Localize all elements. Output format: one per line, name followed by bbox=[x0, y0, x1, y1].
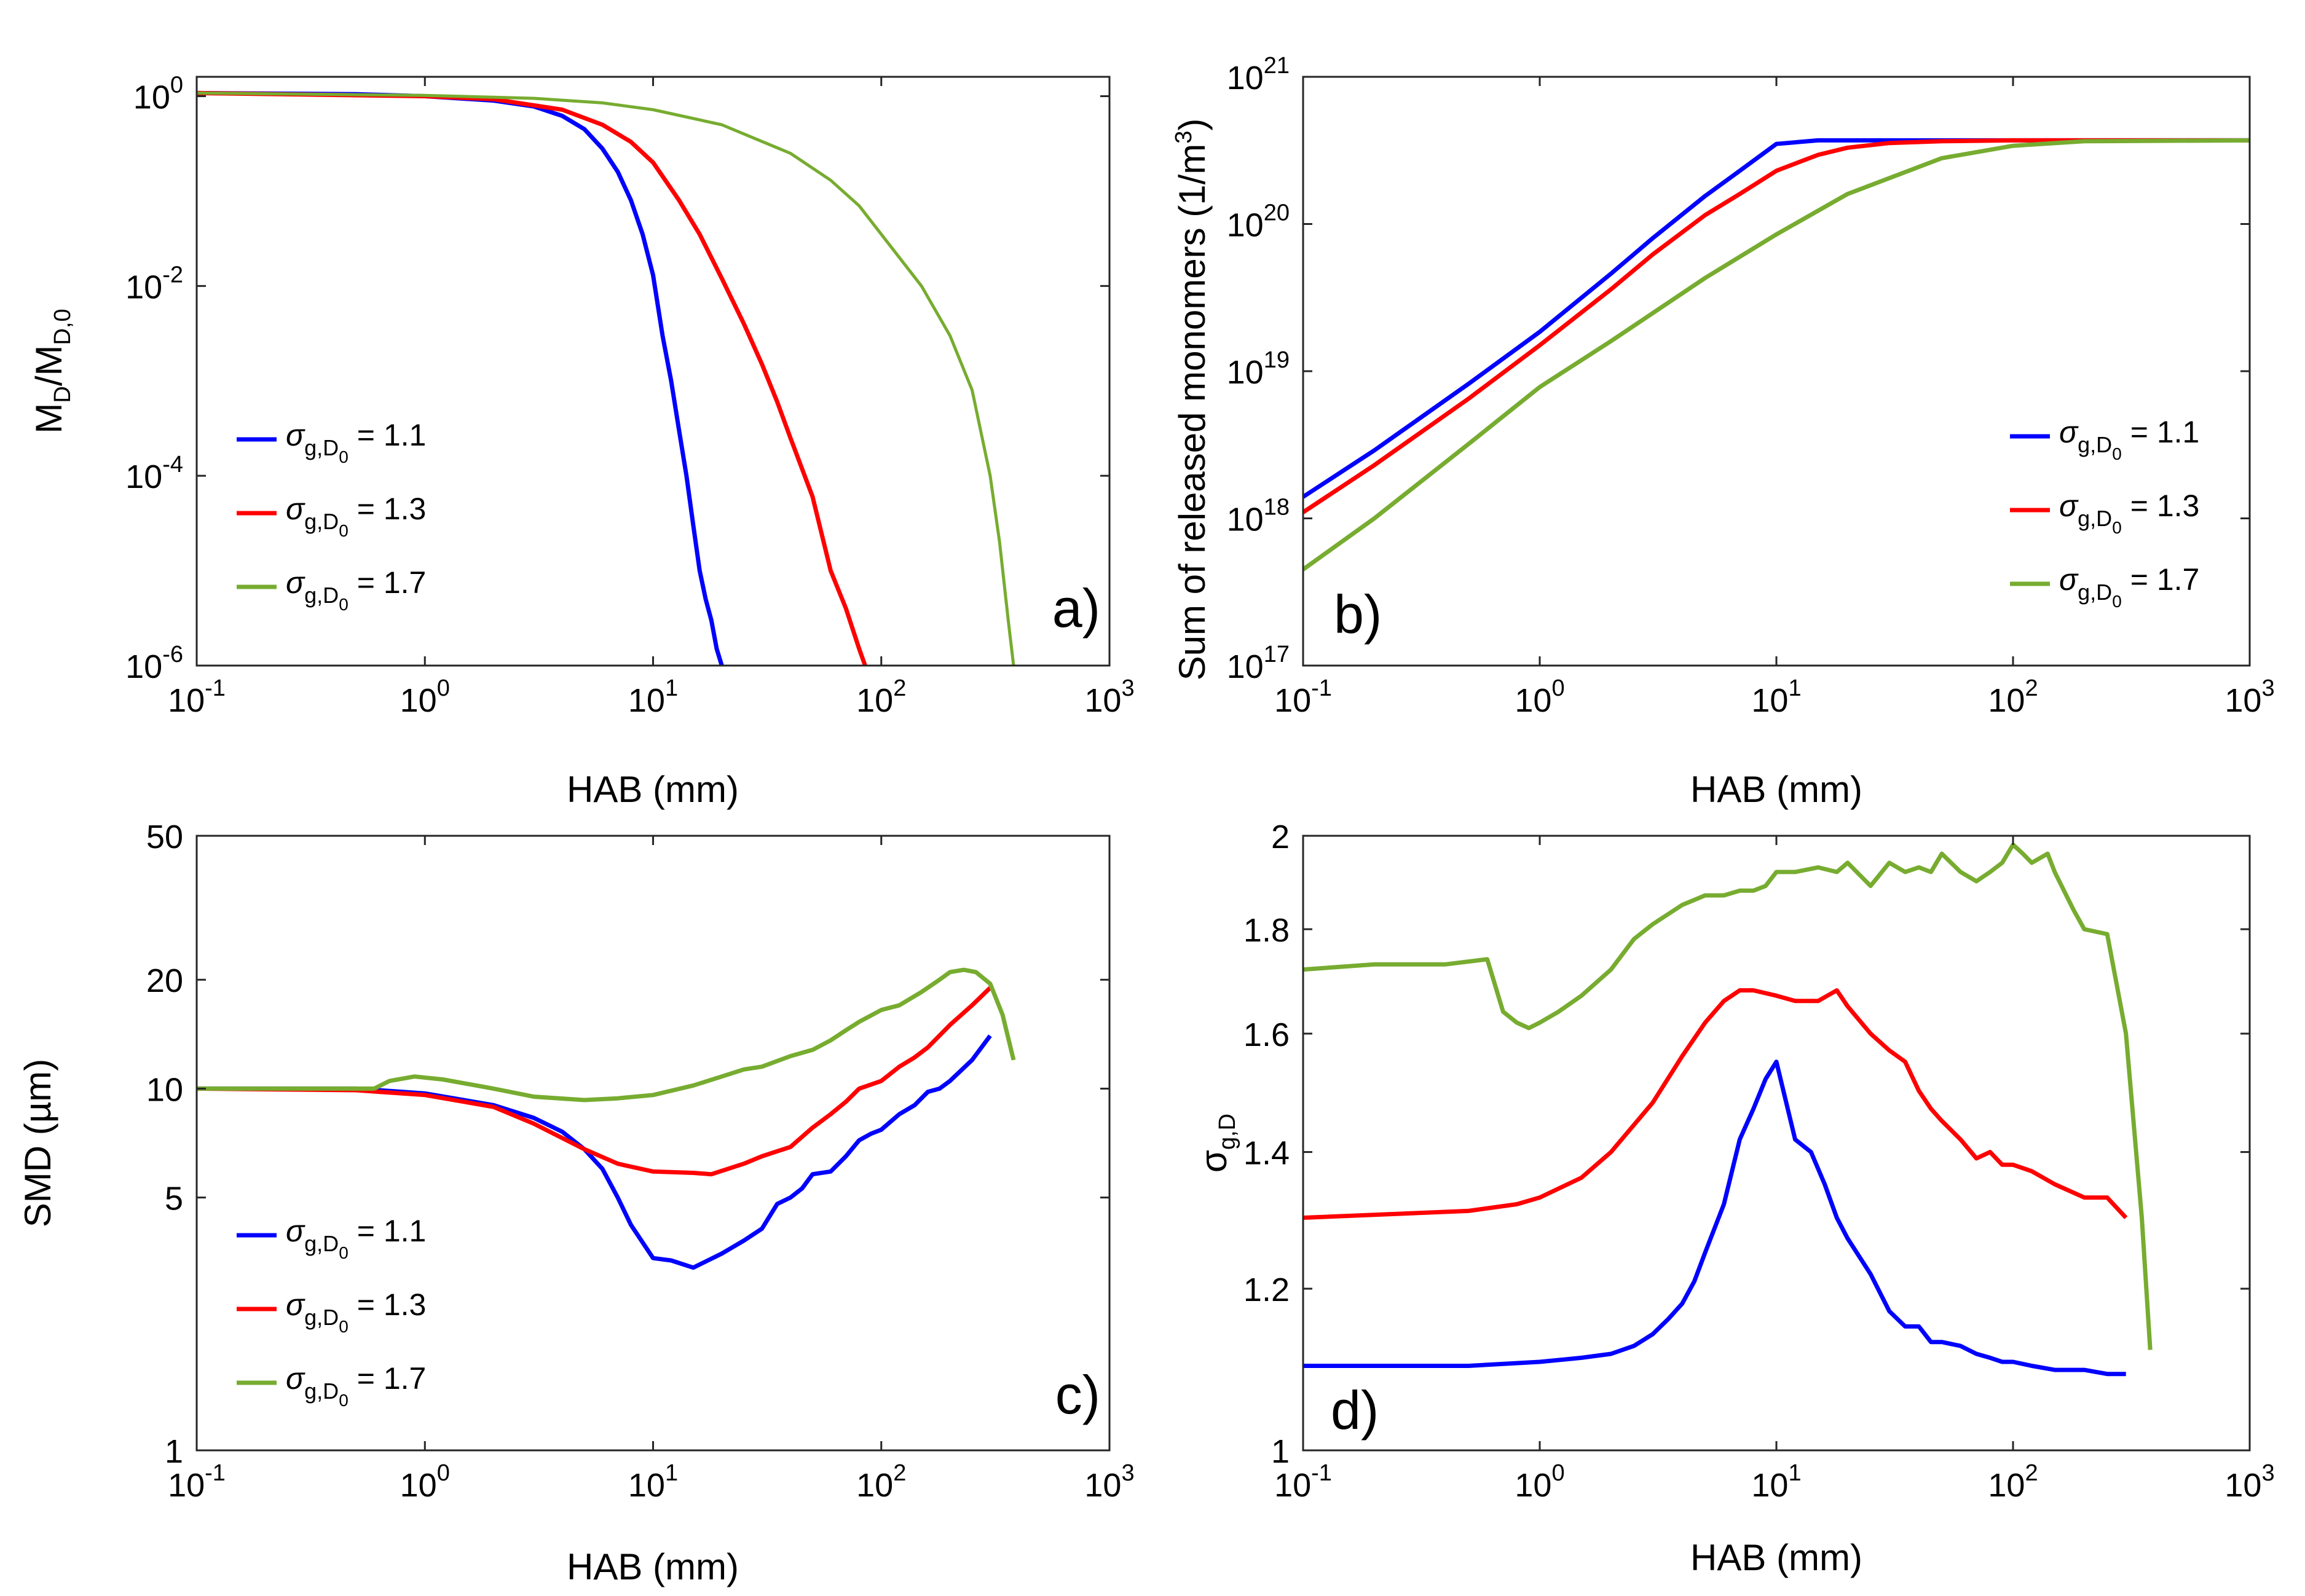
legend-entry-2: σg,D0= 1.3 bbox=[2059, 489, 2199, 537]
y-tick-label: 10 bbox=[146, 1071, 183, 1108]
panel-a-label: a) bbox=[1052, 578, 1100, 639]
legend-entry-3: σg,D0= 1.7 bbox=[286, 1361, 426, 1410]
y-tick-label: 1.8 bbox=[1243, 912, 1290, 949]
legend-entry-3: σg,D0= 1.7 bbox=[2059, 562, 2199, 611]
x-tick-label: 101 bbox=[1751, 1460, 1801, 1504]
panel-d-xlabel: HAB (mm) bbox=[1690, 1537, 1862, 1578]
series-line-1 bbox=[197, 1034, 992, 1270]
x-tick-label: 103 bbox=[2224, 1460, 2274, 1504]
series-line-1 bbox=[197, 90, 724, 666]
panel-a-legend: σg,D0= 1.1 σg,D0= 1.3 σg,D0= 1.7 bbox=[237, 418, 426, 614]
x-tick-label: 103 bbox=[1084, 1460, 1134, 1504]
panel-a-series bbox=[197, 90, 1015, 666]
x-tick-label: 102 bbox=[1988, 1460, 2038, 1504]
panel-b-legend: σg,D0= 1.1 σg,D0= 1.3 σg,D0= 1.7 bbox=[2010, 415, 2199, 611]
y-tick-label: 1021 bbox=[1227, 53, 1290, 96]
legend-entry-3: σg,D0= 1.7 bbox=[286, 565, 426, 614]
y-tick-label: 1 bbox=[1271, 1433, 1290, 1470]
legend-entry-1: σg,D0= 1.1 bbox=[286, 1214, 426, 1262]
y-tick-label: 100 bbox=[133, 73, 183, 116]
x-tick-label: 101 bbox=[1751, 675, 1801, 719]
panel-d-label: d) bbox=[1331, 1380, 1379, 1441]
panel-c-axes-box bbox=[195, 835, 1111, 1452]
legend-entry-1: σg,D0= 1.1 bbox=[2059, 415, 2199, 463]
x-tick-label: 10-1 bbox=[168, 675, 226, 719]
y-tick-label: 1019 bbox=[1227, 347, 1290, 391]
panel-b-label: b) bbox=[1334, 584, 1382, 645]
panel-a-ylabel: MD/MD,0 bbox=[28, 309, 76, 433]
panel-d-series bbox=[1303, 843, 2153, 1377]
panel-b-series bbox=[1303, 138, 2250, 572]
x-tick-label: 102 bbox=[1988, 675, 2038, 719]
x-tick-label: 103 bbox=[1084, 675, 1134, 719]
y-tick-label: 10-2 bbox=[125, 262, 183, 305]
x-tick-label: 102 bbox=[856, 675, 906, 719]
y-tick-label: 1017 bbox=[1227, 642, 1290, 685]
x-tick-label: 102 bbox=[856, 1460, 906, 1504]
series-line-3 bbox=[197, 967, 1016, 1103]
y-tick-label: 1020 bbox=[1227, 200, 1290, 244]
x-tick-label: 10-1 bbox=[1274, 1460, 1332, 1504]
panel-b-ylabel: Sum of released monomers (1/m3) bbox=[1171, 119, 1213, 681]
panel-b-xlabel: HAB (mm) bbox=[1690, 769, 1862, 810]
y-tick-label: 10-4 bbox=[125, 452, 183, 495]
x-tick-label: 10-1 bbox=[168, 1460, 226, 1504]
panel-d-ylabel: σg,D bbox=[1193, 1114, 1240, 1173]
y-tick-label: 20 bbox=[146, 962, 183, 999]
series-line-1 bbox=[1303, 138, 2250, 499]
series-line-3 bbox=[197, 91, 1015, 666]
x-tick-label: 101 bbox=[628, 675, 678, 719]
x-tick-label: 10-1 bbox=[1274, 675, 1332, 719]
series-line-3 bbox=[1303, 138, 2250, 572]
x-tick-label: 103 bbox=[2224, 675, 2274, 719]
series-line-2 bbox=[197, 986, 992, 1177]
panel-b-ticks: 10-1 100 101 102 103 1017 1018 1019 1020 1021 bbox=[1227, 53, 2275, 719]
y-tick-label: 1.4 bbox=[1243, 1135, 1290, 1172]
x-tick-label: 100 bbox=[400, 1460, 450, 1504]
panel-b: 10-1 100 101 102 103 1017 1018 1019 1020 1021 HAB… bbox=[1171, 53, 2275, 810]
x-tick-label: 100 bbox=[1515, 1460, 1564, 1504]
panel-c-ylabel: SMD (µm) bbox=[17, 1059, 58, 1228]
panel-c-legend: σg,D0= 1.1 σg,D0= 1.3 σg,D0= 1.7 bbox=[237, 1214, 426, 1410]
x-tick-label: 101 bbox=[628, 1460, 678, 1504]
series-line-2 bbox=[1303, 138, 2250, 514]
series-line-2 bbox=[1303, 988, 2128, 1220]
series-line-1 bbox=[1303, 1059, 2126, 1377]
y-tick-label: 1018 bbox=[1227, 495, 1290, 538]
panel-c-xlabel: HAB (mm) bbox=[567, 1546, 739, 1587]
y-tick-label: 50 bbox=[146, 819, 183, 855]
legend-entry-1: σg,D0= 1.1 bbox=[286, 418, 426, 466]
panel-c-series bbox=[197, 967, 1016, 1270]
panel-c: 10-1 100 101 102 103 1 5 10 20 50 HAB (mm) SMD (µ… bbox=[17, 819, 1135, 1587]
series-line-2 bbox=[197, 90, 867, 666]
panel-d-ticks: 10-1 100 101 102 103 1 1.2 1.4 1.6 1.8 2 bbox=[1243, 819, 2275, 1504]
y-tick-label: 2 bbox=[1271, 819, 1290, 855]
y-tick-label: 1.2 bbox=[1243, 1272, 1290, 1308]
y-tick-label: 1.6 bbox=[1243, 1016, 1290, 1053]
panel-a-ticks: 10-1 100 101 102 103 10-6 10-4 10-2 100 bbox=[125, 73, 1134, 719]
panel-d-axes-box bbox=[1302, 835, 2251, 1452]
panel-c-ticks: 10-1 100 101 102 103 1 5 10 20 50 bbox=[146, 819, 1135, 1504]
series-line-3 bbox=[1303, 843, 2153, 1350]
legend-entry-2: σg,D0= 1.3 bbox=[286, 1287, 426, 1336]
legend-entry-2: σg,D0= 1.3 bbox=[286, 492, 426, 540]
y-tick-label: 10-6 bbox=[125, 642, 183, 685]
panel-a: 10-1 100 101 102 103 10-6 10-4 10-2 100 HAB (mm)… bbox=[28, 73, 1135, 810]
x-tick-label: 100 bbox=[400, 675, 450, 719]
y-tick-label: 1 bbox=[165, 1433, 183, 1470]
panel-c-label: c) bbox=[1055, 1364, 1100, 1425]
panel-b-axes-box bbox=[1302, 76, 2251, 667]
panel-a-xlabel: HAB (mm) bbox=[567, 769, 739, 810]
y-tick-label: 5 bbox=[165, 1181, 183, 1217]
x-tick-label: 100 bbox=[1515, 675, 1564, 719]
